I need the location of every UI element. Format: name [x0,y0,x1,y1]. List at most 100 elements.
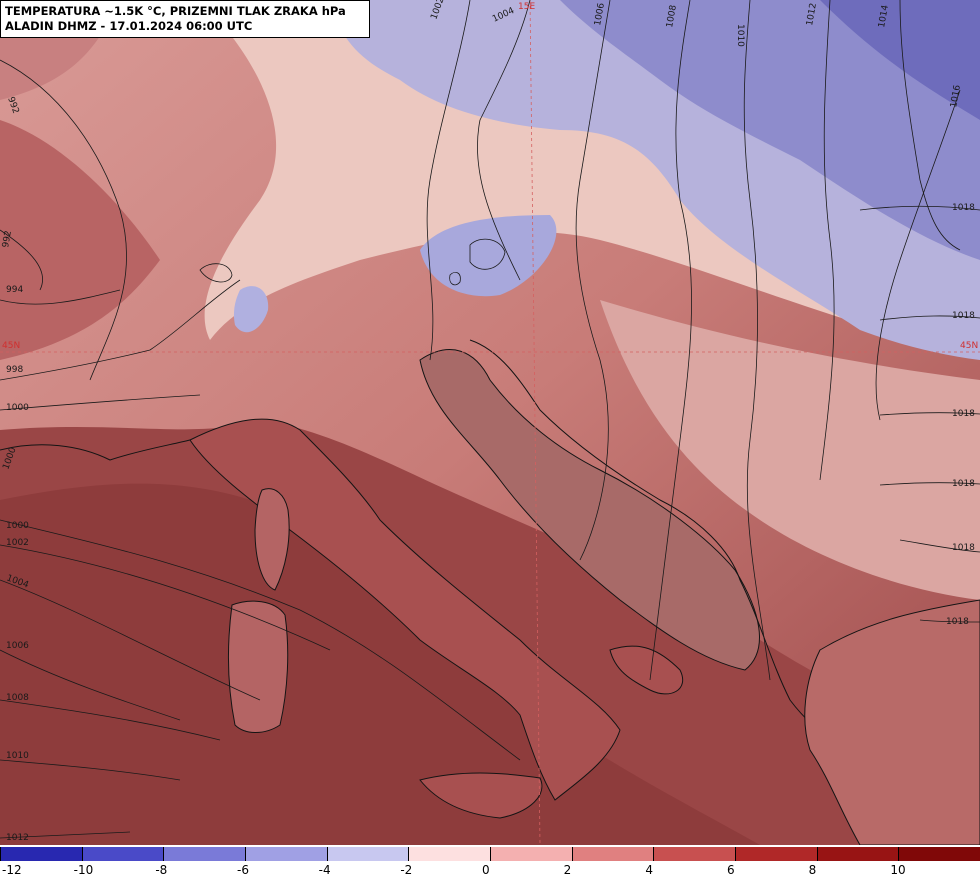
isobar-line [0,394,201,411]
isobar-line [879,315,980,321]
isobar-label: 1010 [735,24,745,47]
isobar-line [0,59,127,381]
isobar-label: 998 [6,365,23,375]
isobar-line [477,0,531,281]
isobar-ring [199,263,233,283]
scale-tick-label: 2 [563,863,572,877]
scale-tick-label: 0 [482,863,490,877]
scale-tick-label: 8 [808,863,817,877]
adriatic-sea [419,349,760,671]
greece-landmass [804,599,980,845]
isobar-line [743,0,771,681]
isobar-labels: 9929929949981000100010001002100210041004… [1,0,975,843]
scale-swatch [735,847,817,861]
isobar-line [0,279,241,381]
isobar-line [0,519,521,761]
scale-tick-label: -12 [2,863,22,877]
isobar-line [919,619,980,623]
isobar-line [0,759,181,781]
scale-swatch [490,847,572,861]
isobar-line [0,544,331,651]
sicily [419,772,543,819]
warm-west-zone [0,120,160,360]
isobar-line [859,205,980,211]
isobar-label: 1006 [593,2,607,27]
scale-swatch [0,847,82,861]
isobar-label: 1012 [805,2,819,26]
isobar-line [0,579,261,701]
scale-swatch [898,847,980,861]
isobar-label: 1002 [6,538,29,548]
parallel-label-right: 45N [960,341,978,351]
scale-swatch [571,847,654,861]
isobar-label: 1018 [946,617,969,627]
scale-tick-label: 4 [645,863,653,877]
isobar-line [0,831,131,839]
cold-zone-core [560,0,980,260]
cold-zone-deep [820,0,980,120]
isobar-label: 992 [1,230,14,249]
parallel-label-left: 45N [2,341,20,351]
scale-tick-label: -2 [400,863,413,877]
isobar-label: 1018 [952,543,975,553]
meridian-label: 15E [518,2,535,12]
balkan-coastline [469,339,901,781]
isobar-line [819,0,835,481]
scale-tick-label: -8 [155,863,168,877]
scale-tick-label: -6 [237,863,249,877]
isobar-label: 1000 [6,403,29,413]
isobar-label: 1018 [952,409,975,419]
isobar-line [0,699,221,741]
scale-swatch [163,847,245,861]
isobar-line [649,0,692,681]
scale-tick-label: -4 [318,863,331,877]
map-subtitle: ALADIN DHMZ - 17.01.2024 06:00 UTC [5,19,253,33]
map-title-box: TEMPERATURA ~1.5K °C, PRIZEMNI TLAK ZRAK… [0,0,370,38]
isobar-label: 1008 [6,693,29,703]
map-canvas: 9929929949981000100010001002100210041004… [0,0,980,845]
isobar-label: 1012 [6,833,29,843]
scale-swatch [816,847,899,861]
isobar-line [575,0,611,561]
isobar-line [426,0,471,361]
meridian-15e [529,0,541,845]
color-scale: -12 -10 -8 -6 -4 -2 0 2 4 6 8 10 [0,845,980,877]
isobar-line [875,89,961,421]
isobar-label: 1014 [877,4,891,29]
apulia [609,645,684,695]
cool-band [200,0,880,340]
isobar-line [879,412,980,416]
scale-swatch [245,847,327,861]
french-coastline [0,439,191,461]
alpine-cold-pocket [420,215,557,297]
isobar-label: 1018 [952,311,975,321]
weather-map: 992 992 994 998 1000 1000 1000 1002 1002 1004 1004… [0,0,980,845]
isobar-label: 1018 [952,479,975,489]
isobar-label: 1006 [6,641,29,651]
italy-landmass [189,418,621,801]
east-mild-zone [600,300,980,600]
isobar-line [0,229,43,291]
isobar-label: 1016 [949,84,963,109]
scale-swatch [653,847,735,861]
isobar-label: 1018 [952,203,975,213]
isobar-ring [469,238,506,270]
isobar-line [879,482,980,486]
scale-tick-label: 6 [727,863,735,877]
scale-tick-label: 10 [890,863,906,877]
isobar-label: 994 [6,285,23,295]
isobar-lines [0,0,980,839]
isobar-label: 1000 [6,521,29,531]
scale-swatch [81,847,164,861]
map-title: TEMPERATURA ~1.5K °C, PRIZEMNI TLAK ZRAK… [5,4,346,18]
isobar-label: 1008 [665,4,679,29]
isobar-ring [449,271,461,286]
isobar-line [0,649,181,721]
isobar-line [899,539,980,553]
corsica [254,488,290,591]
isobar-line [0,289,121,305]
isobar-label: 1010 [6,751,29,761]
isobar-line [899,0,961,251]
alps-cold-spot [233,286,269,333]
scale-swatch [326,847,409,861]
